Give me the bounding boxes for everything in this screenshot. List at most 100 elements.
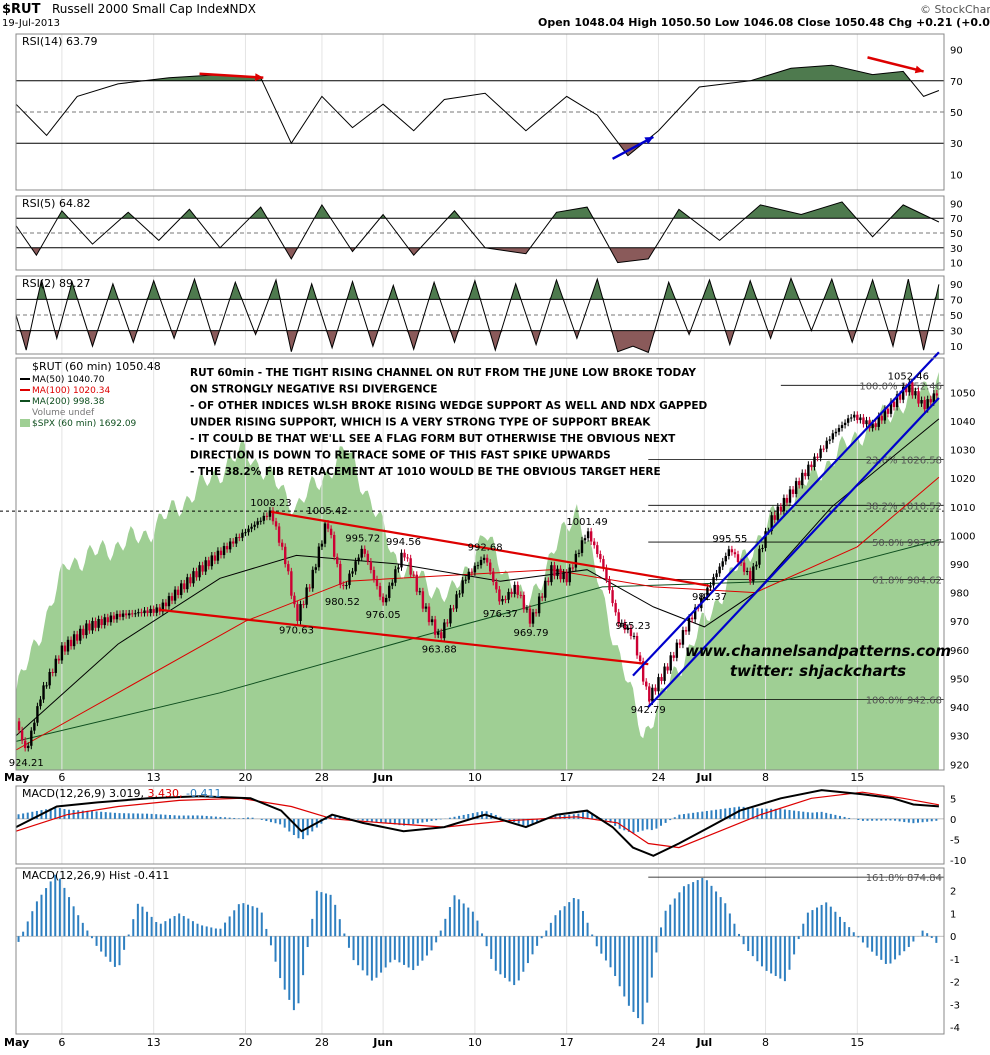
hist-bar <box>660 927 662 936</box>
legend-volume: Volume undef <box>32 408 95 418</box>
price-candle <box>299 604 301 621</box>
hist-fib-label: 161.8% 874.84 <box>866 873 942 884</box>
macd-hist-bar <box>279 819 281 825</box>
price-candle <box>510 592 512 594</box>
hist-bar <box>435 936 437 942</box>
price-candle <box>305 587 307 604</box>
macd-hist-bar <box>270 819 272 822</box>
price-candle <box>841 425 843 428</box>
macd-tick-label: -10 <box>950 856 966 867</box>
price-candle <box>48 672 50 685</box>
hist-bar <box>252 906 254 936</box>
macd-hist-bar <box>894 819 896 821</box>
price-candle <box>887 409 889 414</box>
price-candle <box>801 473 803 485</box>
hist-bar <box>86 931 88 937</box>
hist-bar <box>509 936 511 981</box>
macd-hist-bar <box>362 819 364 821</box>
price-point-label: 924.21 <box>9 758 44 769</box>
price-candle <box>177 590 179 595</box>
price-candle <box>73 634 75 646</box>
hist-bar <box>233 910 235 936</box>
rsi2-label: RSI(2) 89.27 <box>22 277 90 290</box>
price-candle <box>520 595 522 596</box>
hist-bar <box>339 919 341 936</box>
hist-bar <box>141 907 143 937</box>
hist-bar <box>885 936 887 964</box>
hist-bar <box>96 936 98 946</box>
price-candle <box>400 553 402 568</box>
price-candle <box>486 558 488 563</box>
price-candle <box>183 583 185 589</box>
hist-bar <box>706 880 708 936</box>
price-candle <box>364 549 366 554</box>
price-candle <box>125 613 127 615</box>
hist-bar <box>490 936 492 959</box>
price-candle <box>636 636 638 655</box>
hist-bar <box>678 892 680 936</box>
hist-bar <box>403 936 405 965</box>
price-candle <box>94 621 96 628</box>
price-candle <box>755 565 757 567</box>
macd-hist-bar <box>293 819 295 835</box>
macd-hist-bar <box>770 809 772 819</box>
hist-bar <box>591 935 593 937</box>
macd-hist-bar <box>632 819 634 833</box>
price-candle <box>602 559 604 568</box>
price-candle <box>76 634 78 640</box>
price-candle <box>327 523 329 528</box>
price-point-label: 1005.42 <box>306 506 347 517</box>
price-candle <box>152 609 154 613</box>
price-candle <box>186 577 188 589</box>
price-candle <box>578 553 580 554</box>
price-candle <box>556 569 558 576</box>
x-axis-label-bottom: 6 <box>58 1036 65 1049</box>
price-candle <box>440 632 442 638</box>
price-candle <box>275 521 277 526</box>
price-candle <box>651 688 653 702</box>
hist-bar <box>550 923 552 936</box>
price-candle <box>893 402 895 407</box>
price-candle <box>58 659 60 661</box>
price-candle <box>691 618 693 620</box>
macd-hist-bar <box>922 819 924 822</box>
macd-hist-bar <box>912 819 914 823</box>
price-tick-label: 990 <box>950 560 969 571</box>
macd-hist-bar <box>766 809 768 819</box>
hist-bar <box>371 936 373 980</box>
price-candle <box>336 557 338 564</box>
price-candle <box>195 571 197 577</box>
hist-bar <box>564 906 566 936</box>
macd-hist-bar <box>192 815 194 818</box>
price-candle <box>437 632 439 635</box>
price-candle <box>247 529 249 532</box>
macd-hist-bar <box>665 819 667 823</box>
hist-bar <box>839 917 841 936</box>
hist-bar <box>802 924 804 937</box>
x-axis-label: 24 <box>651 771 665 784</box>
hist-bar <box>587 923 589 936</box>
hist-bar <box>440 931 442 937</box>
symbol: $RUT <box>2 2 41 17</box>
legend-spx-swatch <box>20 419 30 427</box>
price-candle <box>792 489 794 494</box>
hist-bar <box>169 919 171 937</box>
price-candle <box>64 646 66 652</box>
price-candle <box>774 515 776 520</box>
macd-hist-bar <box>357 819 359 820</box>
macd-hist-bar <box>917 819 919 823</box>
hist-bar <box>830 907 832 937</box>
price-candle <box>682 630 684 645</box>
macd-hist-bar <box>215 817 217 819</box>
price-candle <box>826 441 828 449</box>
price-candle <box>474 566 476 573</box>
hist-bar <box>63 888 65 936</box>
hist-bar <box>646 936 648 1002</box>
price-candle <box>443 622 445 638</box>
analyst-annotation-line: DIRECTION IS DOWN TO RETRACE SOME OF THI… <box>190 450 611 462</box>
price-candle <box>226 546 228 549</box>
hist-bar <box>738 934 740 936</box>
hist-bar <box>655 936 657 952</box>
price-candle <box>731 549 733 552</box>
